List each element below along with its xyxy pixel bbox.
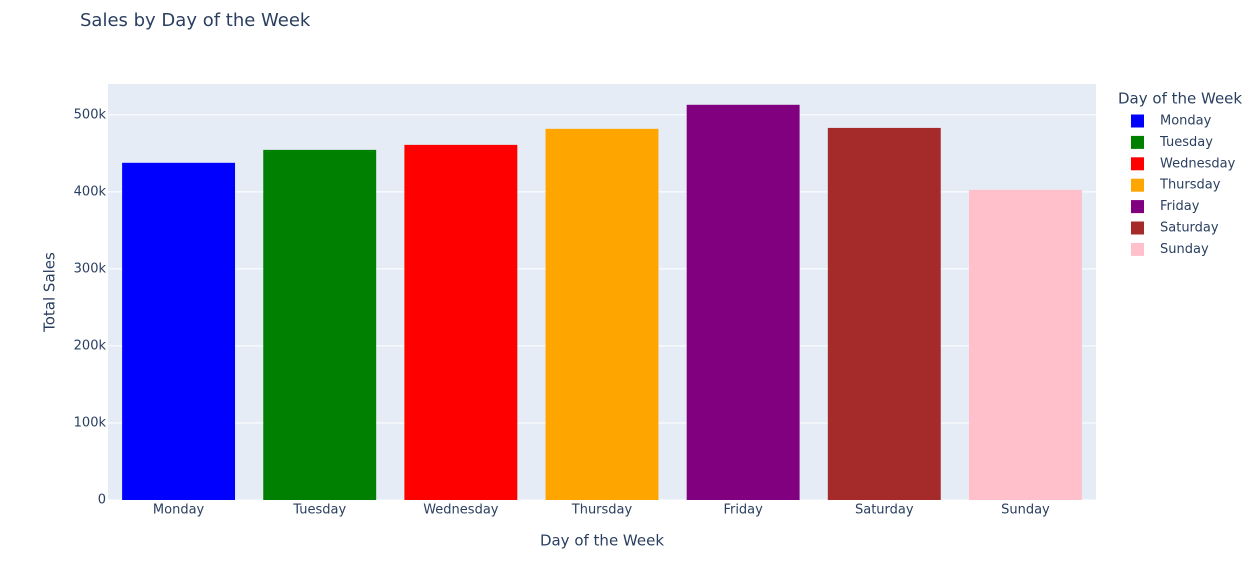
x-axis-title: Day of the Week bbox=[540, 532, 664, 550]
legend-swatch bbox=[1131, 135, 1144, 149]
legend-swatch bbox=[1131, 200, 1144, 214]
legend-label: Monday bbox=[1160, 114, 1212, 129]
y-tick-label: 300k bbox=[74, 261, 107, 276]
y-tick-label: 0 bbox=[98, 493, 106, 508]
bar bbox=[686, 104, 800, 501]
legend-label: Wednesday bbox=[1160, 156, 1236, 171]
x-tick-label: Sunday bbox=[1001, 503, 1050, 518]
x-tick-label: Wednesday bbox=[423, 503, 499, 518]
y-axis-title: Total Sales bbox=[41, 252, 59, 333]
legend-label: Sunday bbox=[1160, 242, 1209, 257]
bar bbox=[545, 128, 659, 500]
y-tick-label: 400k bbox=[74, 184, 107, 199]
y-tick-label: 100k bbox=[74, 415, 107, 430]
legend-title: Day of the Week bbox=[1118, 90, 1242, 108]
legend-swatch bbox=[1131, 221, 1144, 235]
x-tick-label: Tuesday bbox=[292, 503, 346, 518]
legend-swatch bbox=[1131, 242, 1144, 256]
legend-swatch bbox=[1131, 178, 1144, 192]
x-tick-label: Saturday bbox=[855, 503, 914, 518]
legend-label: Friday bbox=[1160, 199, 1200, 214]
x-tick-label: Monday bbox=[153, 503, 205, 518]
bar bbox=[122, 162, 236, 500]
legend-swatch bbox=[1131, 157, 1144, 171]
legend-label: Tuesday bbox=[1159, 135, 1213, 150]
legend-label: Thursday bbox=[1159, 178, 1221, 193]
legend-label: Saturday bbox=[1160, 221, 1219, 236]
x-tick-label: Friday bbox=[723, 503, 763, 518]
x-tick-label: Thursday bbox=[571, 503, 633, 518]
bar bbox=[968, 189, 1082, 501]
bar bbox=[263, 149, 377, 500]
chart-title: Sales by Day of the Week bbox=[80, 10, 311, 31]
bar bbox=[404, 144, 518, 500]
y-tick-label: 200k bbox=[74, 338, 107, 353]
y-tick-label: 500k bbox=[74, 107, 107, 122]
legend-swatch bbox=[1131, 114, 1144, 128]
bar bbox=[827, 127, 941, 501]
